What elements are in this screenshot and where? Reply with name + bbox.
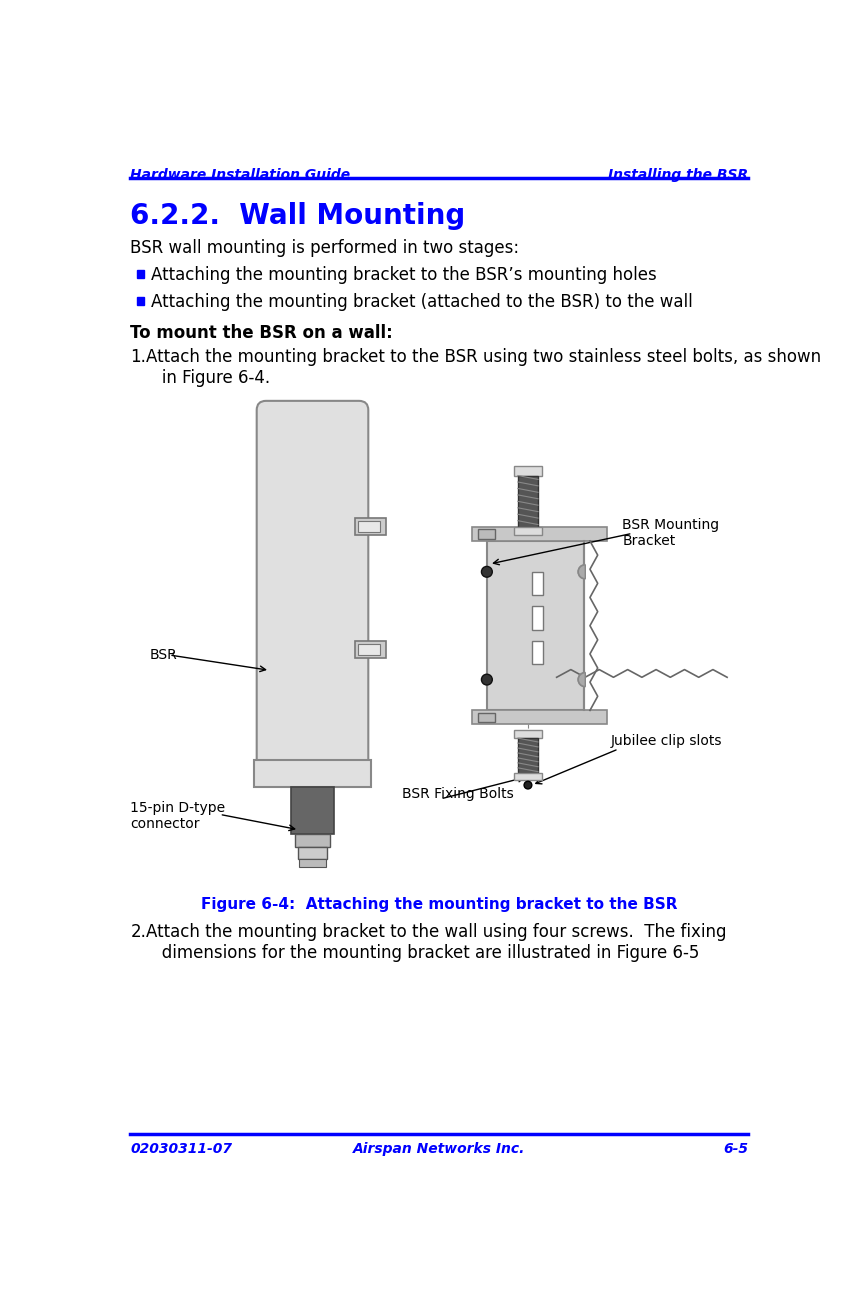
Text: Jubilee clip slots: Jubilee clip slots xyxy=(611,733,722,748)
Bar xyxy=(514,526,542,534)
Bar xyxy=(471,710,608,724)
Circle shape xyxy=(482,675,492,685)
Bar xyxy=(518,738,538,772)
FancyBboxPatch shape xyxy=(257,400,369,774)
Bar xyxy=(518,476,538,526)
Bar xyxy=(358,645,380,655)
Text: BSR Fixing Bolts: BSR Fixing Bolts xyxy=(402,788,513,801)
Bar xyxy=(136,270,144,278)
Text: Hardware Installation Guide: Hardware Installation Guide xyxy=(130,168,351,182)
Bar xyxy=(355,641,387,658)
Text: Figure 6-4:  Attaching the mounting bracket to the BSR: Figure 6-4: Attaching the mounting brack… xyxy=(201,897,677,911)
Text: 15-pin D-type
connector: 15-pin D-type connector xyxy=(130,801,225,832)
Text: BSR: BSR xyxy=(150,647,177,662)
Bar xyxy=(532,641,542,664)
Bar xyxy=(299,859,326,867)
Text: 6-5: 6-5 xyxy=(723,1141,748,1156)
Bar xyxy=(255,760,370,788)
Text: Installing the BSR: Installing the BSR xyxy=(608,168,748,182)
Text: 6.2.2.  Wall Mounting: 6.2.2. Wall Mounting xyxy=(130,203,465,230)
Bar xyxy=(295,833,330,848)
Text: Attaching the mounting bracket to the BSR’s mounting holes: Attaching the mounting bracket to the BS… xyxy=(152,266,657,285)
Bar xyxy=(514,731,542,738)
Bar xyxy=(514,467,542,476)
Text: To mount the BSR on a wall:: To mount the BSR on a wall: xyxy=(130,324,393,342)
Bar xyxy=(487,541,584,710)
Bar xyxy=(532,606,542,629)
Text: 02030311-07: 02030311-07 xyxy=(130,1141,232,1156)
Text: BSR wall mounting is performed in two stages:: BSR wall mounting is performed in two st… xyxy=(130,239,519,257)
Bar xyxy=(532,572,542,595)
Text: Attaching the mounting bracket (attached to the BSR) to the wall: Attaching the mounting bracket (attached… xyxy=(152,292,693,311)
Text: Attach the mounting bracket to the wall using four screws.  The fixing
   dimens: Attach the mounting bracket to the wall … xyxy=(146,923,727,962)
Wedge shape xyxy=(578,672,585,686)
Bar xyxy=(358,521,380,532)
Bar xyxy=(514,772,542,780)
Bar xyxy=(478,529,495,538)
Text: Airspan Networks Inc.: Airspan Networks Inc. xyxy=(352,1141,525,1156)
Bar xyxy=(291,788,334,833)
Text: BSR Mounting
Bracket: BSR Mounting Bracket xyxy=(622,517,720,549)
Bar xyxy=(471,526,608,541)
Bar xyxy=(297,848,327,859)
Circle shape xyxy=(482,567,492,577)
Circle shape xyxy=(524,781,532,789)
Text: 1.: 1. xyxy=(130,348,147,367)
Bar xyxy=(478,712,495,722)
Text: 2.: 2. xyxy=(130,923,147,941)
Bar xyxy=(355,517,387,534)
Text: Attach the mounting bracket to the BSR using two stainless steel bolts, as shown: Attach the mounting bracket to the BSR u… xyxy=(146,348,821,387)
Bar xyxy=(136,296,144,304)
Wedge shape xyxy=(578,566,585,578)
